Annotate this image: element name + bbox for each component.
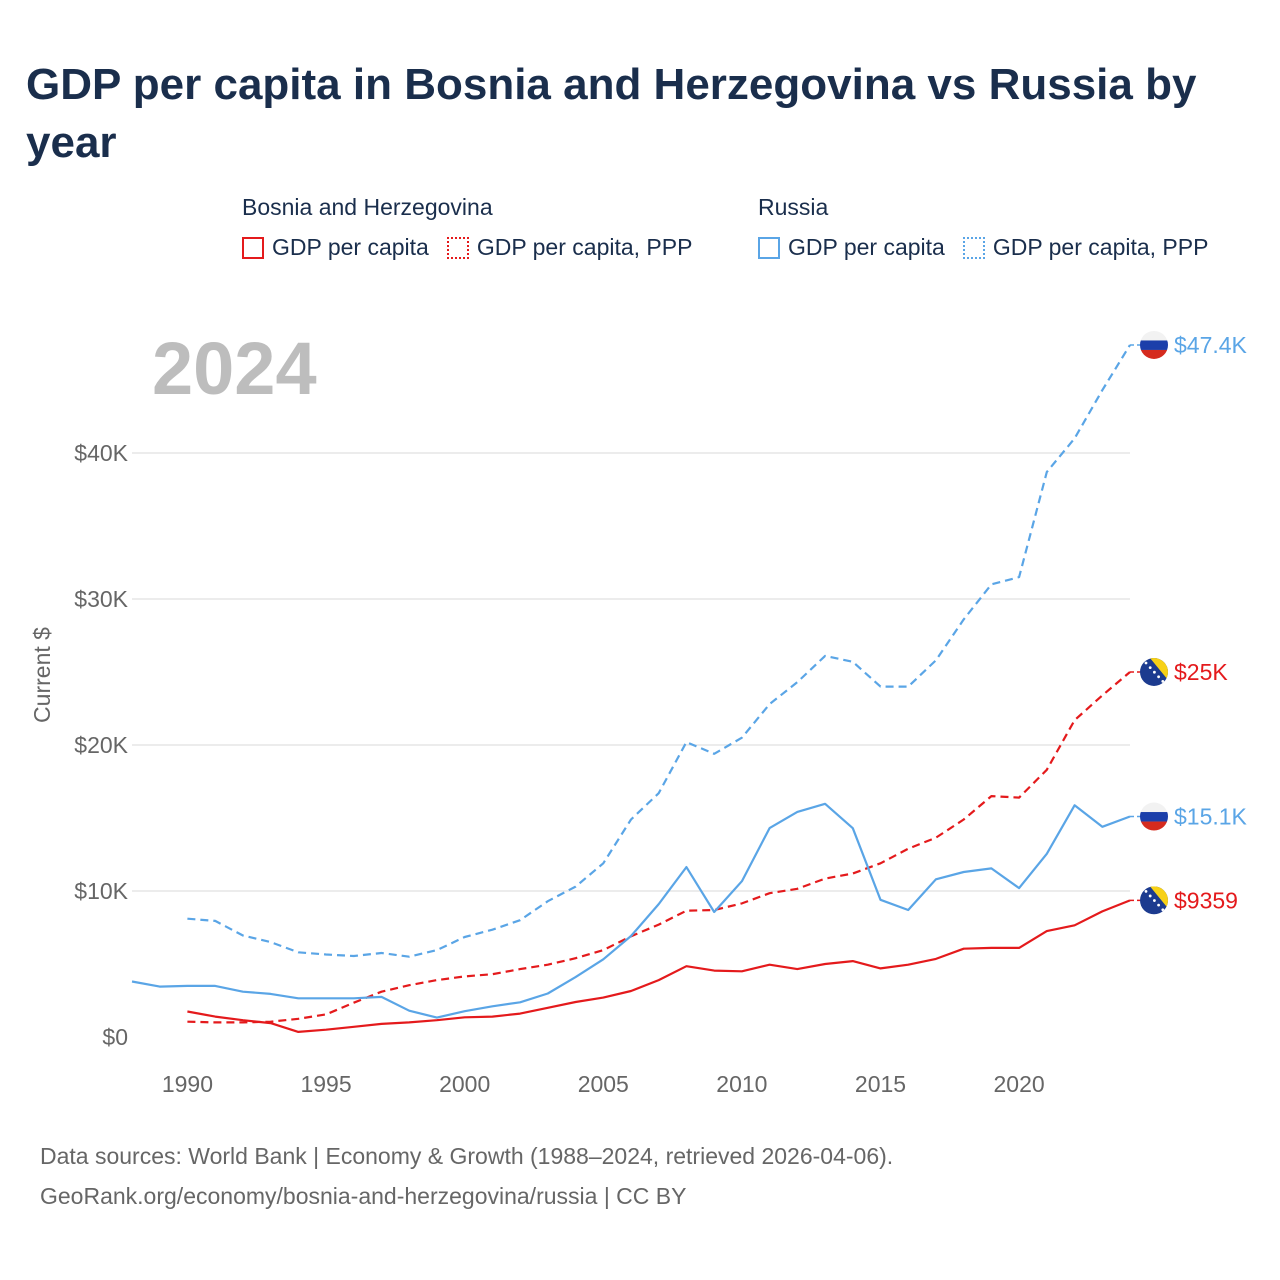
x-tick-label: 2015	[855, 1071, 906, 1097]
x-tick-label: 2020	[994, 1071, 1045, 1097]
series-line-3[interactable]	[187, 899, 1131, 1034]
y-tick-label: $20K	[74, 732, 128, 758]
series-line-1[interactable]	[187, 671, 1131, 1024]
y-tick-label: $10K	[74, 878, 128, 904]
footer-sources: Data sources: World Bank | Economy & Gro…	[40, 1143, 894, 1169]
legend-label: GDP per capita, PPP	[992, 234, 1209, 260]
endpoint-value-label: $9359	[1174, 887, 1238, 913]
x-tick-label: 1990	[162, 1071, 213, 1097]
legend-item-bosnia-gdp-ppp[interactable]: GDP per capita, PPP	[446, 234, 693, 261]
y-axis-title: Current $	[29, 627, 55, 723]
year-label: 2024	[152, 327, 317, 410]
footer: Data sources: World Bank | Economy & Gro…	[40, 1136, 893, 1216]
series-line-2[interactable]	[131, 802, 1131, 1019]
line-chart: 2024 Current $ $0 $10K $20K $30K $40K 1990 199…	[29, 327, 1248, 1097]
endpoint-value-label: $15.1K	[1174, 804, 1248, 830]
x-tick-label: 2010	[716, 1071, 767, 1097]
endpoint-value-label: $25K	[1174, 659, 1228, 685]
bosnia-flag-icon	[1140, 886, 1168, 915]
chart-title: GDP per capita in Bosnia and Herzegovina…	[26, 60, 1197, 167]
x-tick-label: 2005	[578, 1071, 629, 1097]
legend-group-title: Russia	[758, 194, 829, 220]
endpoint-value-label: $47.4K	[1174, 332, 1248, 358]
legend-swatch-solid	[242, 236, 264, 259]
legend-group-title: Bosnia and Herzegovina	[242, 194, 493, 220]
footer-link[interactable]: GeoRank.org/economy/bosnia-and-herzegovi…	[40, 1183, 687, 1209]
legend-swatch-dotted	[962, 236, 985, 259]
legend-label: GDP per capita	[272, 234, 429, 260]
legend-group-bosnia: Bosnia and Herzegovina GDP per capita GD…	[242, 194, 710, 261]
russia-flag-icon	[1140, 802, 1168, 831]
y-tick-label: $40K	[74, 440, 128, 466]
series-line-0[interactable]	[187, 344, 1131, 958]
legend-item-russia-gdp[interactable]: GDP per capita	[758, 234, 945, 261]
x-tick-label: 1995	[300, 1071, 351, 1097]
x-tick-label: 2000	[439, 1071, 490, 1097]
legend-item-bosnia-gdp[interactable]: GDP per capita	[242, 234, 429, 261]
bosnia-flag-icon	[1140, 658, 1168, 686]
legend-label: GDP per capita, PPP	[476, 234, 693, 260]
legend-group-russia: Russia GDP per capita GDP per capita, PP…	[758, 194, 1226, 261]
russia-flag-icon	[1140, 330, 1168, 359]
y-tick-label: $0	[102, 1024, 128, 1050]
legend-label: GDP per capita	[788, 234, 945, 260]
legend-item-russia-gdp-ppp[interactable]: GDP per capita, PPP	[962, 234, 1209, 261]
legend-swatch-dotted	[446, 236, 469, 259]
legend-swatch-solid	[758, 236, 780, 259]
y-tick-label: $30K	[74, 586, 128, 612]
